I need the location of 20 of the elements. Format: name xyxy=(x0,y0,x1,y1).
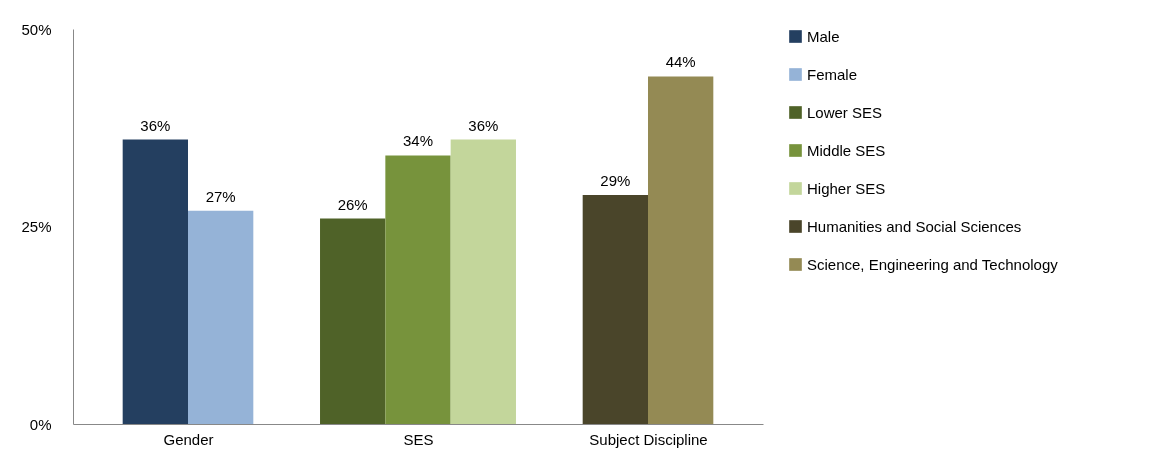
data-label: 36% xyxy=(140,116,171,134)
x-tick-label: Subject Discipline xyxy=(589,430,708,448)
legend-label: Humanities and Social Sciences xyxy=(807,217,1022,235)
x-tick-label: Gender xyxy=(163,430,214,448)
data-label: 29% xyxy=(600,171,631,189)
legend-label: Middle SES xyxy=(807,141,886,159)
data-label: 44% xyxy=(665,53,696,71)
legend-label: Female xyxy=(807,65,858,83)
y-tick-label: 50% xyxy=(21,20,52,38)
data-label: 34% xyxy=(402,132,434,150)
y-tick-label: 25% xyxy=(21,218,52,235)
legend-label: Science, Engineering and Technology xyxy=(807,255,1059,273)
data-label: 27% xyxy=(205,187,236,205)
x-tick-label: SES xyxy=(403,430,434,448)
y-tick-label: 0% xyxy=(29,415,52,433)
legend-label: Lower SES xyxy=(807,103,883,121)
legend-label: Higher SES xyxy=(807,179,886,197)
data-label: 26% xyxy=(337,195,368,213)
legend-label: Male xyxy=(807,27,840,45)
data-label: 36% xyxy=(468,116,499,134)
